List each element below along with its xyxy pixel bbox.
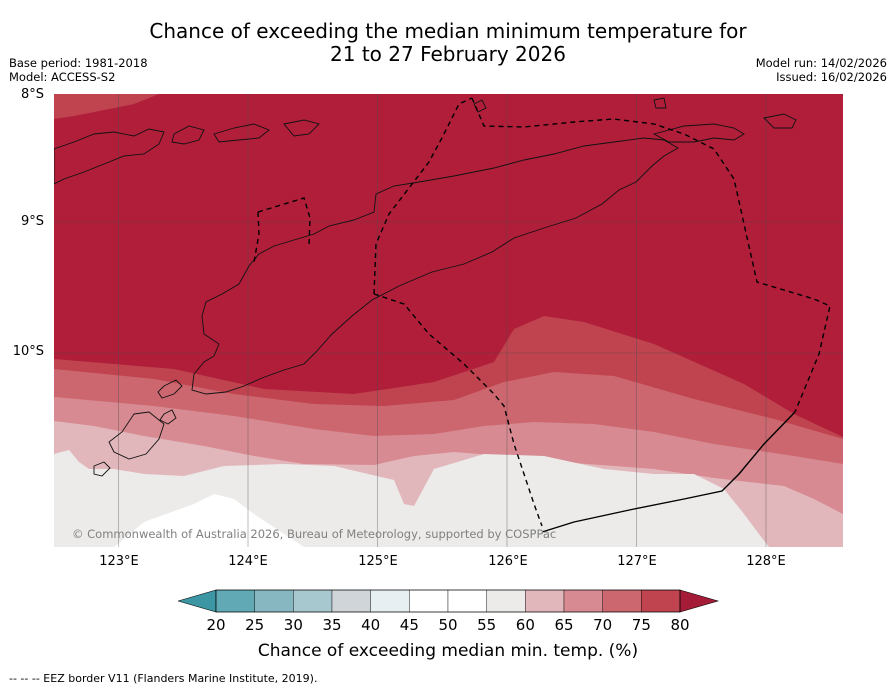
eez-legend-footer: -- -- -- EEZ border V11 (Flanders Marine… xyxy=(9,672,318,685)
lat-label-8s: 8°S xyxy=(20,87,44,102)
colorbar-cell xyxy=(447,589,487,613)
base-period: Base period: 1981-2018 xyxy=(9,56,148,70)
colorbar-cells xyxy=(215,589,681,613)
eez-border xyxy=(253,97,831,527)
title-line-2: 21 to 27 February 2026 xyxy=(330,42,566,66)
island-chain-3 xyxy=(283,119,320,137)
lat-label-10s: 10°S xyxy=(12,344,44,359)
colorbar-tick-label: 30 xyxy=(283,616,303,634)
colorbar-cell xyxy=(370,589,410,613)
colorbar-tick-label: 55 xyxy=(477,616,497,634)
sawu-coast xyxy=(159,409,177,425)
title-line-1: Chance of exceeding the median minimum t… xyxy=(149,19,747,43)
colorbar-cell xyxy=(563,589,603,613)
graticule xyxy=(54,94,843,547)
lat-label-9s: 9°S xyxy=(20,214,44,229)
colorbar-cell xyxy=(525,589,565,613)
colorbar-cell xyxy=(215,589,255,613)
island-top-right xyxy=(653,97,667,109)
copyright-notice: © Commonwealth of Australia 2026, Bureau… xyxy=(72,527,557,541)
flores-coast xyxy=(54,128,165,185)
lon-label-125e: 125°E xyxy=(358,554,398,569)
colorbar-cell xyxy=(254,589,294,613)
colorbar xyxy=(178,589,720,613)
island-chain-1 xyxy=(171,125,205,145)
meta-right: Model run: 14/02/2026 Issued: 16/02/2026 xyxy=(756,56,887,84)
colorbar-under-arrow xyxy=(178,589,217,613)
colorbar-tick-label: 80 xyxy=(670,616,690,634)
lon-label-128e: 128°E xyxy=(746,554,786,569)
colorbar-tick-label: 25 xyxy=(245,616,265,634)
colorbar-title: Chance of exceeding median min. temp. (%… xyxy=(257,641,639,661)
chart-title: Chance of exceeding the median minimum t… xyxy=(0,20,896,66)
colorbar-cell xyxy=(641,589,681,613)
colorbar-tick-label: 20 xyxy=(206,616,226,634)
colorbar-tick-label: 35 xyxy=(322,616,342,634)
model-run: Model run: 14/02/2026 xyxy=(755,56,887,70)
colorbar-tick-label: 70 xyxy=(593,616,613,634)
colorbar-cell xyxy=(409,589,449,613)
wetar-coast xyxy=(652,123,745,143)
colorbar-cell xyxy=(331,589,371,613)
colorbar-tick-label: 45 xyxy=(399,616,419,634)
band-75-topleft xyxy=(54,94,159,119)
lon-label-127e: 127°E xyxy=(617,554,657,569)
meta-left: Base period: 1981-2018 Model: ACCESS-S2 xyxy=(9,56,148,84)
timor-sw-islands xyxy=(108,411,165,460)
colorbar-cell xyxy=(602,589,642,613)
map-panel[interactable] xyxy=(54,94,843,547)
lon-label-124e: 124°E xyxy=(228,554,268,569)
island-chain-2 xyxy=(213,123,270,143)
rote-coast xyxy=(157,379,183,399)
model-name: Model: ACCESS-S2 xyxy=(9,70,116,84)
colorbar-cell xyxy=(293,589,333,613)
colorbar-frame xyxy=(215,589,681,613)
colorbar-tick-label: 65 xyxy=(554,616,574,634)
lon-label-126e: 126°E xyxy=(488,554,528,569)
eez-solid-boundary xyxy=(541,411,796,533)
band-50 xyxy=(114,494,304,547)
island-far-right xyxy=(763,113,797,129)
issued-date: Issued: 16/02/2026 xyxy=(776,70,887,84)
colorbar-tick-label: 40 xyxy=(361,616,381,634)
small-island-south xyxy=(93,461,111,477)
colorbar-cell xyxy=(486,589,526,613)
colorbar-over-arrow xyxy=(679,589,720,613)
colorbar-tick-label: 60 xyxy=(515,616,535,634)
colorbar-tick-label: 75 xyxy=(631,616,651,634)
lon-label-123e: 123°E xyxy=(99,554,139,569)
coastlines xyxy=(54,97,797,477)
timor-coast xyxy=(191,137,679,395)
colorbar-tick-label: 50 xyxy=(438,616,458,634)
